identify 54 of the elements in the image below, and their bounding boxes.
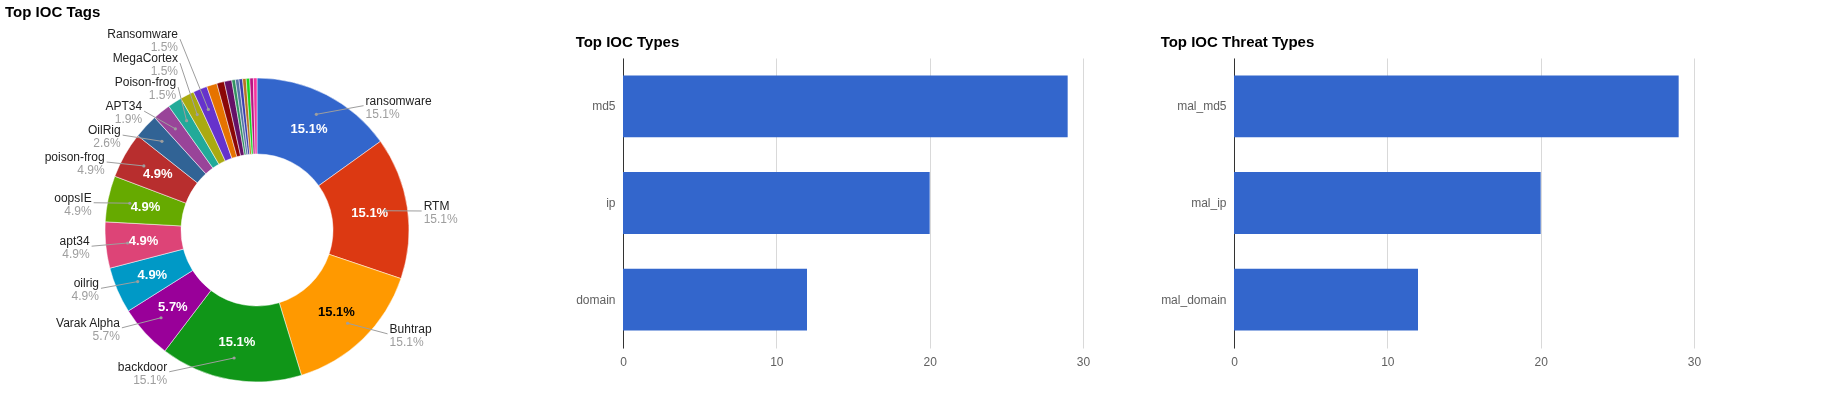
chart-title: Top IOC Threat Types [1160, 33, 1315, 50]
y-tick-label: md5 [592, 99, 616, 114]
data-label: 4.9% [137, 267, 168, 283]
data-label: 15.1% [351, 205, 389, 221]
x-tick-label: 20 [923, 354, 938, 369]
data-label: 4.9% [142, 165, 174, 181]
x-tick-label: 10 [770, 354, 784, 369]
bar [1234, 172, 1541, 234]
slice-label: apt34 [59, 234, 90, 249]
text: 4.9% [62, 247, 90, 262]
x-tick-label: 30 [1687, 354, 1702, 369]
data-label: 2.6% [93, 136, 121, 151]
slice-label: Poison-frog [114, 75, 177, 90]
data-label: 15.1% [318, 303, 356, 319]
data-label: 4.9% [130, 198, 161, 214]
data-label: 1.5% [148, 88, 177, 103]
chart-title: Top IOC Tags [5, 3, 101, 21]
data-label: 15.1% [218, 334, 256, 350]
data-label: 5.7% [158, 298, 189, 314]
slice-label: ransomware [365, 93, 432, 108]
y-tick-label: mal_md5 [1177, 99, 1227, 114]
slice-label: RTM [423, 198, 450, 213]
slice-label: MegaCortex [112, 51, 178, 66]
text: 15.1% [389, 334, 424, 349]
data-label: 15.1% [290, 120, 328, 136]
slice-label: Buhtrap [389, 321, 432, 336]
y-tick-label: mal_domain [1161, 292, 1227, 307]
slice-label: oopsIE [54, 190, 92, 205]
x-tick-label: 20 [1534, 354, 1549, 369]
bar [623, 172, 930, 234]
text: 15.1% [423, 211, 458, 226]
y-tick-label: ip [606, 196, 616, 210]
slice-label: poison-frog [44, 150, 105, 165]
text: 15.1% [133, 372, 168, 387]
slice-label: Varak Alpha [56, 315, 121, 330]
chart-title: Top IOC Types [575, 33, 680, 50]
slice-label: backdoor [117, 359, 168, 374]
text: 15.1% [365, 106, 400, 121]
bar [623, 75, 1068, 138]
slice-label: Ransomware [107, 27, 179, 42]
text: 4.9% [71, 289, 99, 304]
slice-label: APT34 [105, 99, 143, 114]
x-tick-label: 0 [620, 354, 628, 369]
bar [623, 268, 807, 331]
slice-label: oilrig [73, 276, 99, 291]
x-tick-label: 10 [1381, 354, 1395, 369]
bar [1234, 75, 1679, 138]
data-label: 4.9% [128, 233, 159, 249]
x-tick-label: 30 [1076, 354, 1091, 369]
bar [1234, 268, 1418, 331]
y-tick-label: domain [576, 292, 616, 307]
x-tick-label: 0 [1231, 354, 1239, 369]
y-tick-label: mal_ip [1191, 196, 1227, 210]
text: 4.9% [77, 163, 105, 178]
